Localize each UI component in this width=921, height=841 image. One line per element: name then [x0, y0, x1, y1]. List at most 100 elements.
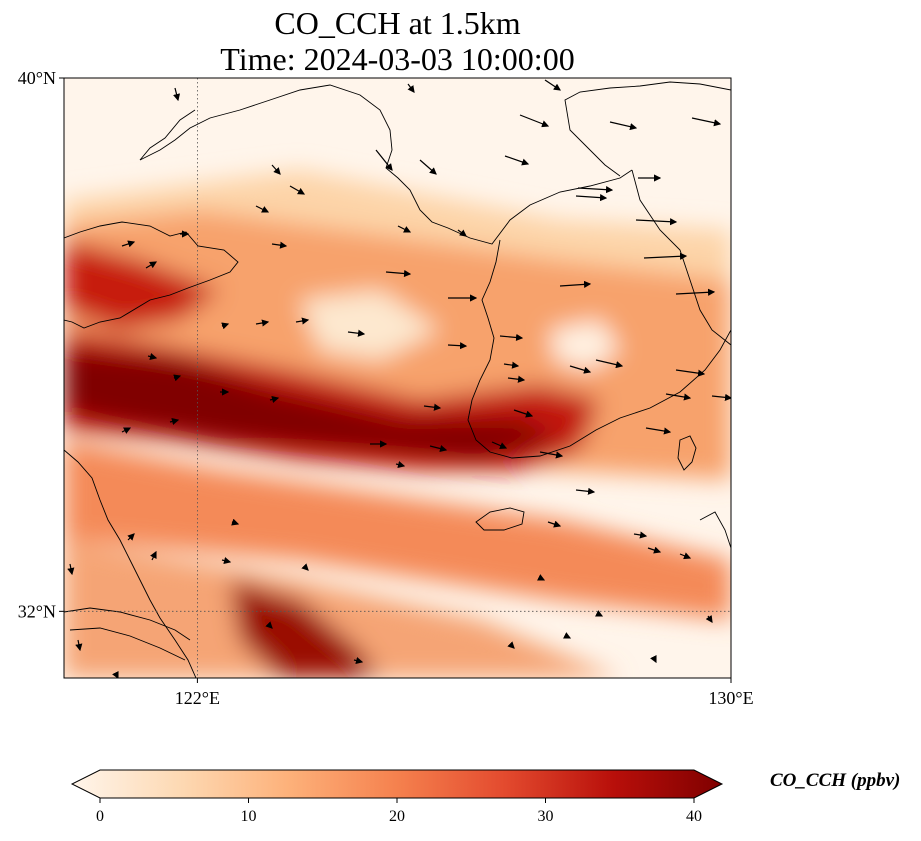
wind-arrow	[147, 353, 158, 361]
wind-arrow	[269, 395, 280, 403]
wind-arrow	[519, 114, 550, 128]
wind-arrow	[675, 288, 716, 296]
map-title-line2: Time: 2024-03-03 10:00:00	[220, 41, 575, 77]
wind-arrow	[112, 671, 119, 678]
axis-ticks: 40°N 32°N 122°E 130°E	[18, 68, 754, 708]
wind-arrow	[271, 241, 288, 249]
colorbar-tick-label: 0	[96, 808, 104, 825]
north-korea-coast	[564, 81, 731, 177]
wind-arrow	[221, 322, 230, 330]
lon-tick-label: 130°E	[708, 688, 753, 708]
wind-arrow	[635, 218, 678, 226]
wind-arrow	[173, 87, 181, 102]
wind-arrow	[75, 639, 83, 652]
field-plume-south	[230, 580, 380, 678]
colorbar-tick-label: 10	[241, 808, 257, 825]
korea-east-coast	[631, 169, 731, 346]
wind-arrow	[397, 225, 412, 233]
field-plume-west	[64, 240, 220, 330]
wind-arrow	[507, 641, 515, 649]
wind-arrow	[173, 374, 182, 382]
shandong-coast	[64, 221, 239, 329]
wind-arrow	[265, 621, 273, 629]
wind-arrow	[705, 615, 713, 623]
wind-arrow	[295, 317, 310, 325]
wind-arrow	[504, 155, 530, 166]
wind-arrow	[665, 393, 692, 401]
map-title-line1: CO_CCH at 1.5km	[274, 5, 521, 41]
concentration-field	[64, 78, 731, 678]
wind-arrow	[255, 205, 270, 213]
wind-arrow	[407, 83, 415, 93]
wind-arrow	[691, 117, 722, 127]
wind-arrow	[513, 409, 534, 418]
wind-arrow	[595, 359, 624, 369]
wind-arrow	[499, 333, 524, 342]
colorbar-tick-label: 20	[389, 808, 405, 825]
lat-tick-label: 40°N	[18, 68, 56, 88]
wind-arrow	[145, 261, 158, 269]
wind-arrow	[289, 185, 306, 195]
wind-arrow	[544, 79, 561, 91]
wind-arrow	[231, 518, 240, 526]
wind-arrow	[375, 149, 393, 171]
wind-arrow	[221, 557, 232, 565]
tsushima-island	[677, 435, 697, 471]
gridlines	[64, 78, 731, 678]
wind-arrow	[539, 451, 564, 459]
wind-arrow	[301, 563, 309, 571]
wind-arrow	[559, 280, 592, 288]
wind-arrow	[569, 365, 592, 374]
wind-arrow	[385, 269, 412, 278]
wind-arrow	[547, 520, 562, 528]
field-band-core-dark	[64, 350, 560, 460]
wind-arrow	[675, 369, 706, 377]
wind-arrow	[491, 441, 508, 449]
colorbar: 0 10 20 30 40	[70, 769, 724, 825]
kyushu-coast	[699, 511, 731, 549]
wind-arrow	[503, 361, 520, 369]
wind-arrow	[169, 417, 180, 425]
wind-arrow	[395, 461, 406, 469]
wind-arrow	[353, 657, 364, 665]
wind-arrow	[347, 329, 366, 337]
wind-arrow	[577, 186, 614, 194]
wind-arrow	[255, 319, 270, 327]
wind-arrow	[563, 632, 572, 639]
wind-arrow	[647, 546, 662, 554]
wind-arrow	[423, 403, 442, 411]
colorbar-ticks: 0 10 20 30 40	[96, 798, 702, 825]
colorbar-label: CO_CCH (ppbv)	[770, 770, 901, 791]
map-frame	[63, 77, 732, 679]
field-band-south	[64, 440, 731, 620]
wind-arrow	[650, 655, 657, 664]
colorbar-tick-label: 40	[686, 808, 702, 825]
yangtze-mouth-south	[69, 627, 186, 661]
wind-arrow	[507, 375, 526, 383]
wind-vectors	[67, 79, 731, 678]
lon-tick-label: 122°E	[175, 688, 220, 708]
wind-arrow	[447, 342, 468, 350]
coastlines	[64, 81, 731, 678]
jiangsu-coast	[64, 449, 197, 678]
wind-arrow	[609, 121, 638, 131]
field-band-southwest	[64, 540, 620, 678]
wind-arrow	[150, 550, 157, 561]
wind-arrow	[271, 164, 281, 175]
wind-arrow	[457, 229, 467, 237]
wind-arrow	[429, 445, 448, 453]
field-clean-pocket	[300, 290, 440, 360]
wind-arrow	[679, 552, 692, 560]
wind-arrow	[575, 487, 596, 495]
jeju-island	[475, 507, 525, 531]
wind-arrow	[419, 159, 437, 175]
liaodong-west	[139, 109, 196, 161]
korea-west-coast	[467, 239, 731, 459]
wind-arrow	[537, 574, 546, 581]
wind-arrow	[67, 563, 75, 576]
wind-arrow	[595, 610, 604, 617]
yangtze-mouth-north	[64, 607, 191, 641]
wind-arrow	[711, 393, 731, 401]
